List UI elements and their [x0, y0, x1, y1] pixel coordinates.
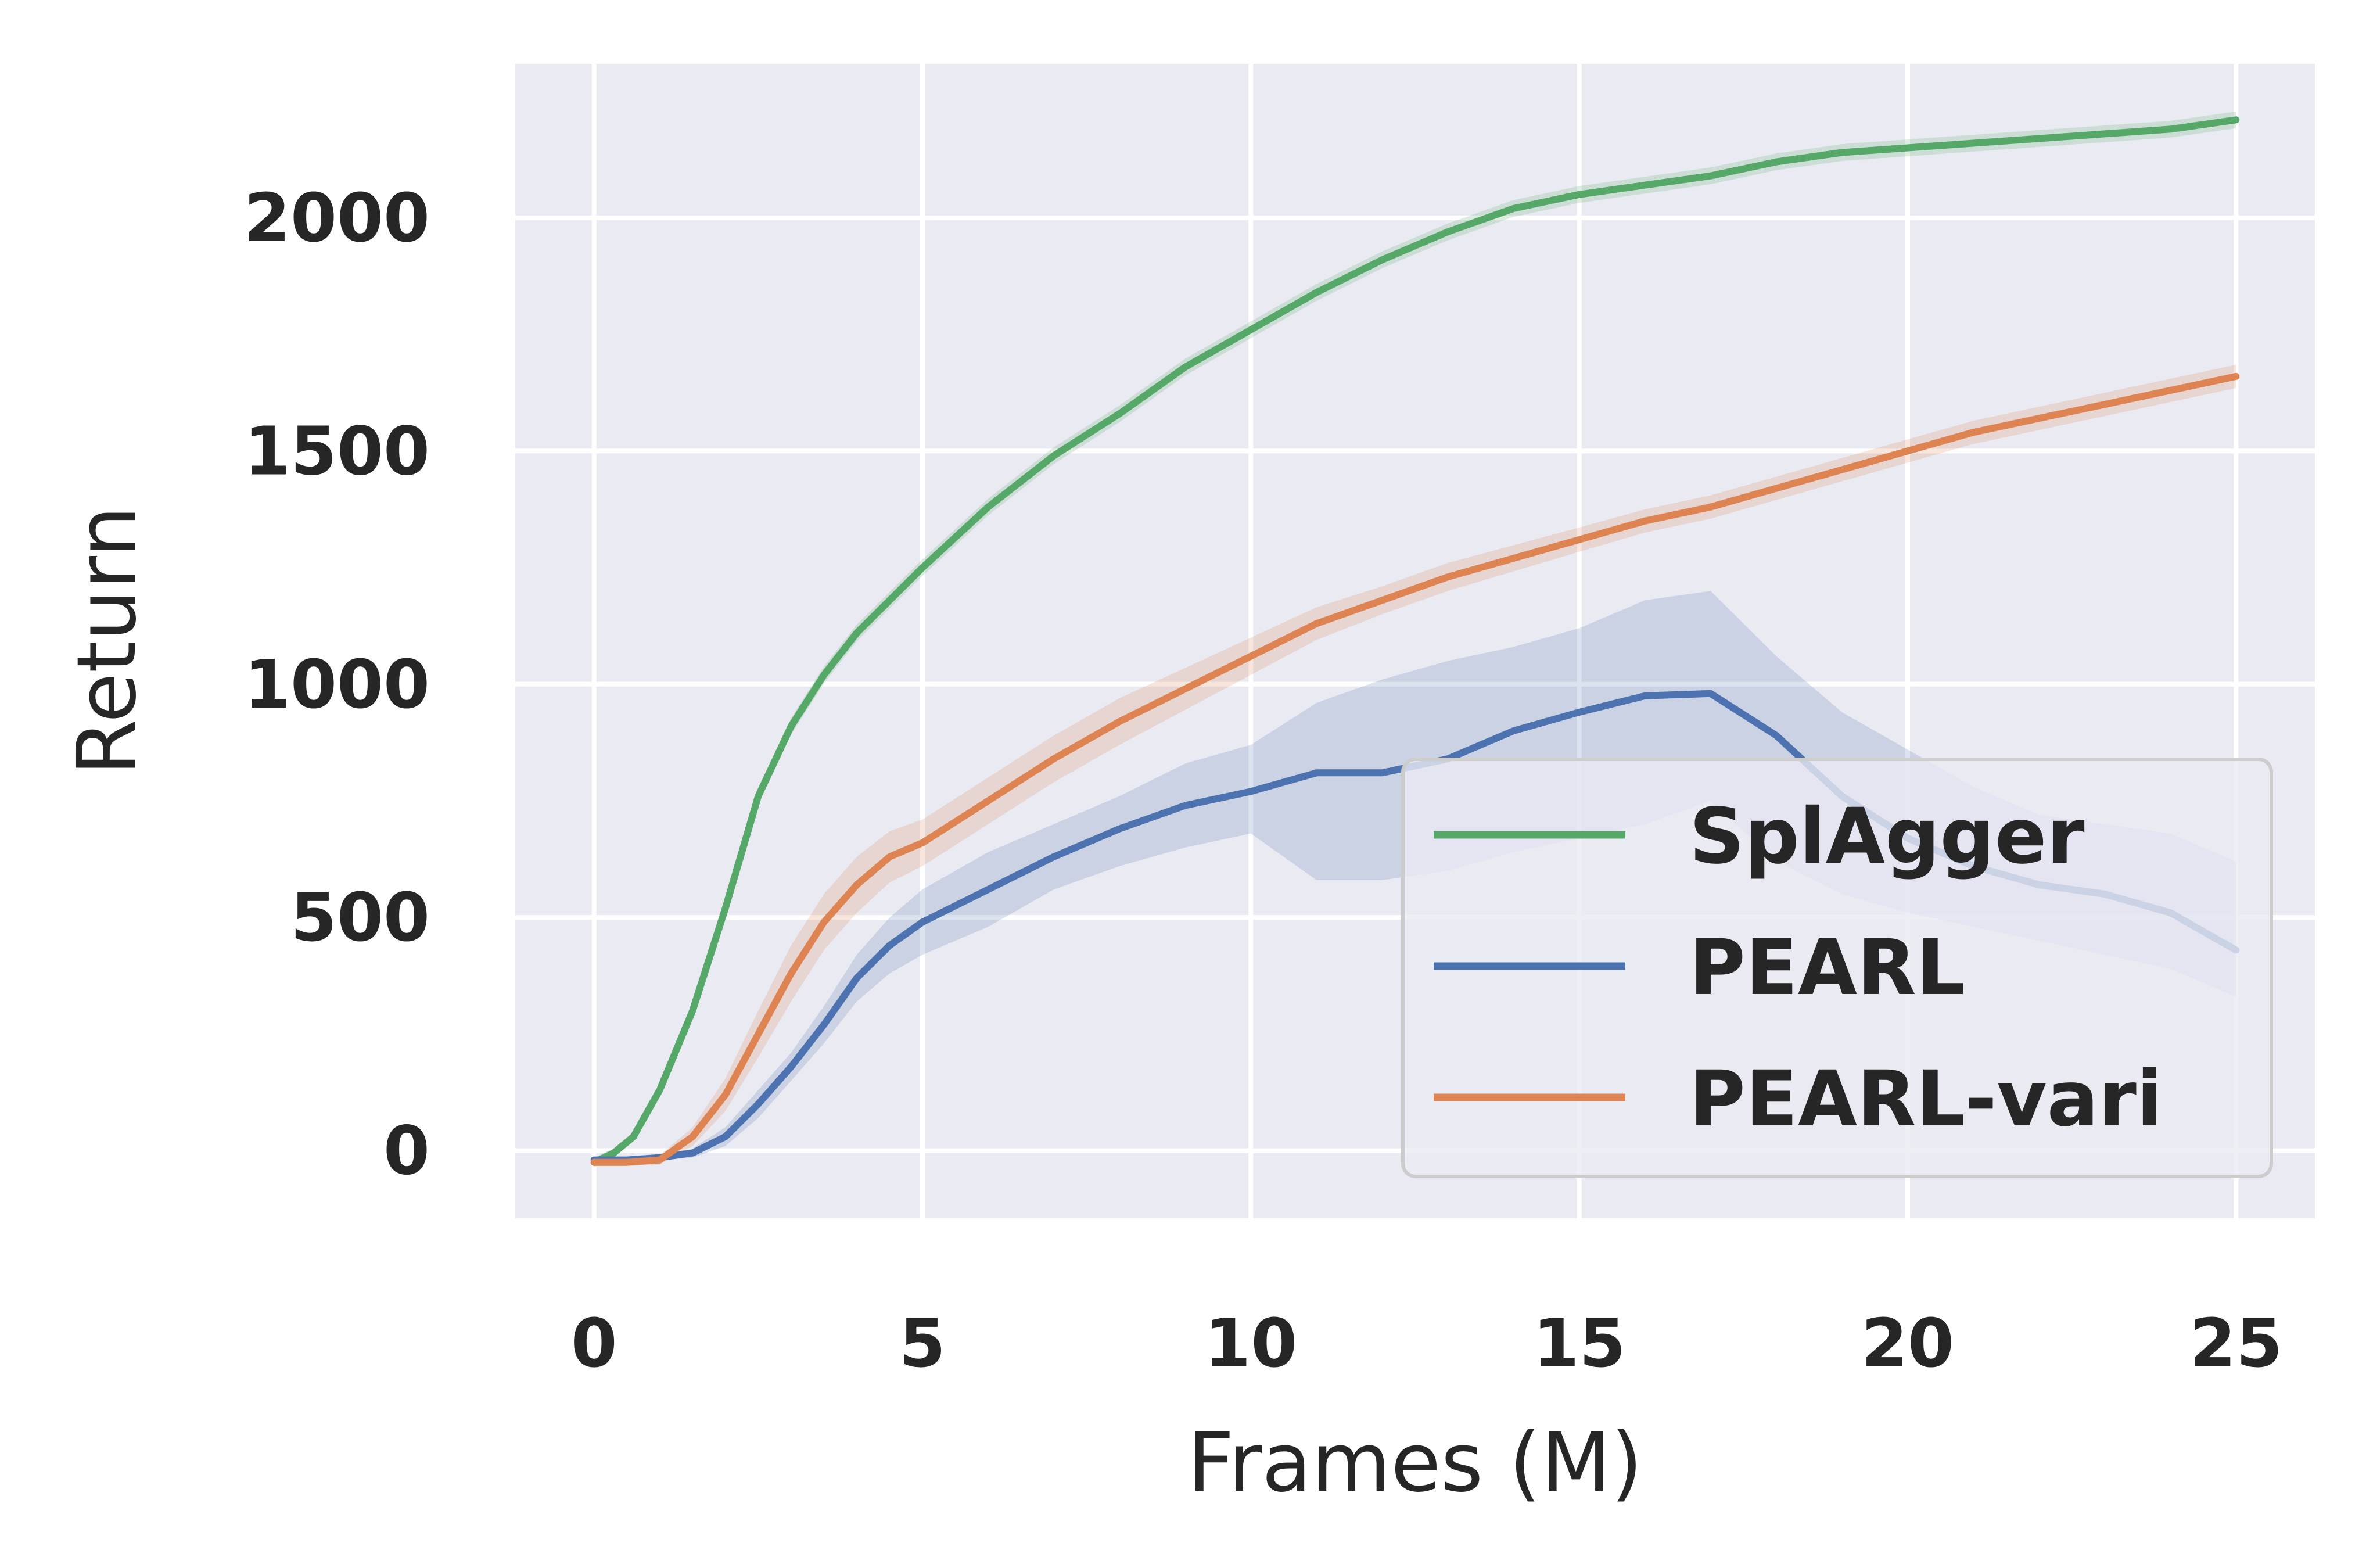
line-pearl-vari [590, 372, 2240, 1166]
legend-label-pearl: PEARL [1689, 923, 1965, 1013]
y-tick-labels: 0 500 1000 1500 2000 [244, 180, 430, 1190]
legend-label-splagger: SplAgger [1689, 792, 2085, 881]
y-tick-label: 2000 [244, 180, 430, 257]
legend-label-pearl-vari: PEARL-vari [1689, 1054, 2163, 1144]
x-tick-label: 25 [2189, 1305, 2282, 1383]
y-axis-label: Return [60, 506, 155, 776]
line-splagger [590, 116, 2240, 1166]
x-tick-label: 10 [1204, 1305, 1297, 1383]
x-tick-label: 0 [571, 1305, 617, 1383]
y-tick-label: 1500 [244, 412, 430, 490]
x-tick-label: 15 [1533, 1305, 1626, 1383]
legend: SplAgger PEARL PEARL-vari [1401, 758, 2273, 1178]
x-axis-label: Frames (M) [1187, 1416, 1643, 1510]
legend-box [1401, 758, 2273, 1178]
x-tick-label: 5 [899, 1305, 946, 1383]
y-tick-label: 0 [383, 1113, 430, 1190]
y-tick-label: 1000 [244, 646, 430, 724]
x-tick-label: 20 [1861, 1305, 1954, 1383]
y-tick-label: 500 [290, 879, 430, 957]
band-pearl [594, 591, 2236, 1162]
x-tick-labels: 0 5 10 15 20 25 [571, 1305, 2283, 1383]
confidence-bands [594, 111, 2236, 1167]
